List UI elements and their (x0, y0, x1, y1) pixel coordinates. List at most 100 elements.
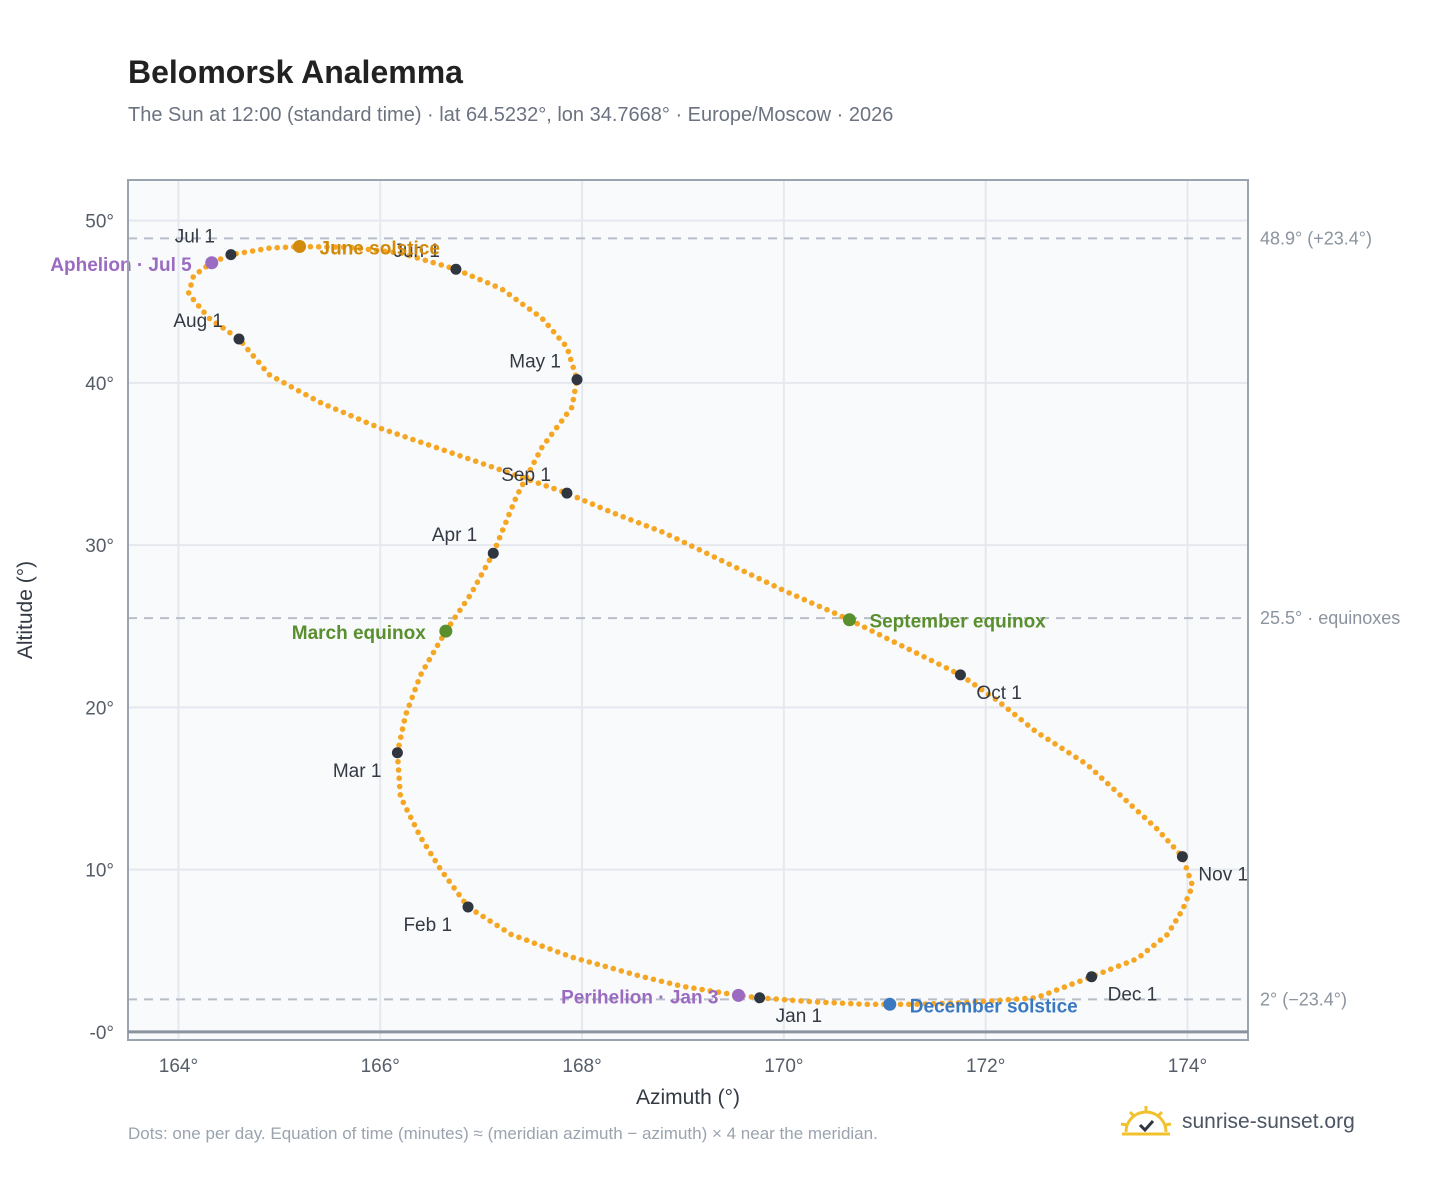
daily-dot (340, 244, 347, 250)
daily-dot (409, 694, 416, 701)
daily-dot (715, 989, 722, 995)
daily-dot (1046, 990, 1052, 996)
daily-dot (1159, 831, 1166, 838)
daily-dot (899, 643, 905, 649)
event-marker (293, 240, 307, 254)
daily-dot (426, 656, 433, 663)
daily-dot (418, 671, 424, 677)
daily-dot (523, 474, 530, 480)
daily-dot (1018, 716, 1024, 723)
daily-dot (357, 245, 363, 252)
event-label: March equinox (292, 623, 427, 644)
daily-dot (398, 734, 404, 740)
y-tick-label: 40° (85, 374, 114, 395)
daily-dot (266, 245, 272, 251)
daily-dot (553, 424, 560, 431)
daily-dot (765, 995, 771, 1002)
daily-dot (496, 466, 503, 473)
daily-dot (1165, 838, 1171, 844)
daily-dot (295, 388, 302, 394)
daily-dot (499, 527, 506, 533)
reference-line-label: 25.5° · equinoxes (1260, 608, 1400, 628)
daily-dot (438, 262, 445, 268)
daily-dot (404, 807, 410, 813)
daily-dot (332, 406, 339, 413)
brand-name[interactable]: sunrise-sunset.org (1182, 1110, 1355, 1133)
month-marker (1086, 971, 1098, 983)
daily-dot (674, 982, 681, 988)
reference-line-label: 48.9° (+23.4°) (1260, 228, 1372, 248)
month-markers: Jan 1 Feb 1 Mar 1 Apr 1 May 1 Jun 1 Jul 1 Aug 1… (173, 227, 1248, 1027)
daily-dot (394, 431, 401, 437)
daily-dot (190, 274, 196, 280)
daily-dot (480, 913, 486, 920)
daily-dot (540, 316, 546, 323)
daily-dot (531, 459, 537, 466)
daily-dot (554, 949, 561, 955)
reference-line-label: 2° (−23.4°) (1260, 989, 1347, 1009)
daily-dot (897, 1001, 904, 1008)
daily-dot (1038, 732, 1044, 738)
daily-dot (642, 974, 649, 981)
daily-dot (1098, 775, 1105, 781)
daily-dot (397, 792, 404, 798)
daily-dot (594, 961, 601, 967)
daily-dot (1147, 820, 1154, 826)
daily-dot (1005, 996, 1012, 1003)
daily-dot (801, 596, 808, 603)
daily-dot (411, 821, 418, 828)
daily-dot (763, 579, 770, 585)
daily-dot (568, 404, 575, 411)
daily-dot (241, 249, 248, 256)
daily-dot (340, 409, 347, 416)
y-tick-label: 50° (85, 212, 114, 233)
daily-dot (396, 783, 403, 790)
daily-dot (332, 244, 339, 250)
daily-dot (533, 311, 540, 317)
daily-dot (814, 999, 821, 1005)
daily-dot (527, 477, 534, 484)
month-marker (233, 333, 245, 345)
daily-dot (1024, 722, 1031, 728)
daily-dot (266, 372, 273, 378)
month-label: May 1 (509, 352, 561, 373)
daily-dot (282, 244, 289, 251)
daily-dot (395, 758, 401, 765)
daily-dot (185, 290, 192, 296)
daily-dot (1108, 966, 1114, 972)
daily-dot (324, 244, 330, 250)
daily-dot (1052, 741, 1058, 747)
daily-dot (992, 696, 999, 702)
daily-dot (658, 978, 665, 985)
daily-dot (227, 329, 233, 336)
daily-dot (543, 483, 549, 489)
daily-dot (281, 380, 287, 386)
daily-dot (303, 391, 309, 398)
brand[interactable]: sunrise-sunset.org (1120, 1104, 1355, 1140)
daily-dot (869, 628, 875, 634)
month-marker (450, 263, 462, 275)
daily-dot (1013, 996, 1020, 1002)
daily-dot (274, 244, 281, 251)
daily-dot (1059, 745, 1065, 752)
daily-dot (1144, 947, 1151, 954)
daily-dot (1181, 903, 1187, 910)
daily-dot (523, 937, 530, 943)
daily-dot (978, 686, 985, 693)
daily-dot (570, 954, 577, 961)
daily-dot (410, 436, 416, 443)
daily-dot (261, 365, 267, 372)
daily-dot (914, 1001, 920, 1007)
daily-dot (711, 554, 718, 560)
x-tick-label: 170° (764, 1056, 803, 1077)
month-marker (225, 249, 237, 261)
daily-dot (509, 504, 515, 510)
plot-frame (127, 179, 1249, 1041)
daily-dot (586, 959, 593, 965)
daily-dot (307, 243, 314, 250)
daily-dot (484, 280, 491, 286)
event-label: Perihelion · Jan 3 (561, 987, 718, 1008)
month-label: Sep 1 (501, 465, 551, 486)
axes: 164° 166° 168° 170° 172° 174° -0° 10° 20° 30° 40° 5… (14, 179, 1249, 1109)
daily-dot (861, 624, 868, 631)
